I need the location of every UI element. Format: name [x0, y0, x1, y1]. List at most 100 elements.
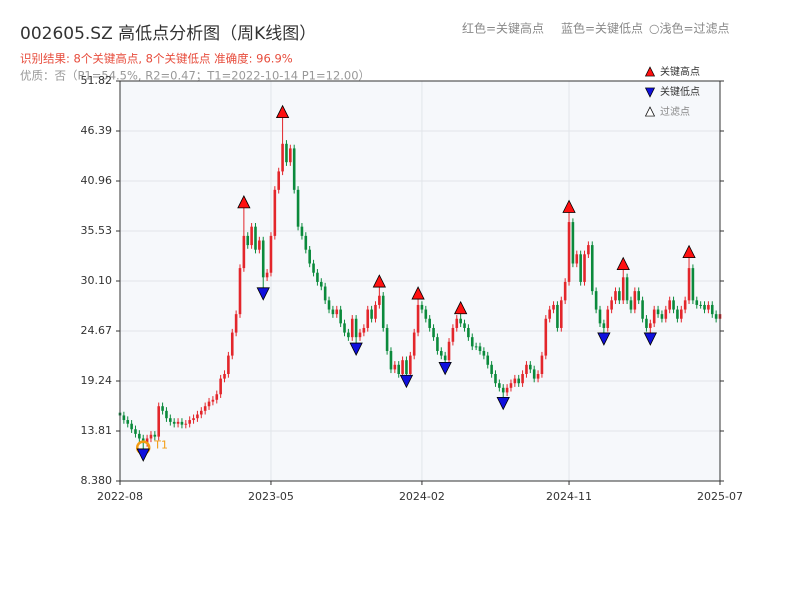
candle-body — [575, 254, 579, 264]
candle-body — [656, 309, 660, 315]
candle-body — [432, 327, 435, 338]
key-high-marker — [562, 199, 576, 213]
candle-body — [227, 355, 230, 375]
color-key: 红色=关键高点 — [462, 21, 544, 36]
candle-body — [157, 406, 161, 437]
candle-body — [289, 148, 292, 163]
candle-body — [459, 318, 462, 324]
candle-body — [138, 433, 141, 439]
legend-label: 过滤点 — [660, 105, 690, 118]
candle-body — [710, 304, 714, 315]
candle-body — [273, 189, 277, 236]
key-high-marker — [237, 194, 251, 209]
candle-body — [707, 304, 710, 310]
candle-body — [439, 350, 443, 356]
candle-body — [312, 263, 315, 273]
x-tick-label: 2025-07 — [697, 490, 743, 503]
plot-frame — [119, 80, 721, 482]
candle-body — [350, 318, 354, 338]
subtitle: 识别结果: 8个关键高点, 8个关键低点 准确度: 96.9% — [20, 52, 293, 66]
y-tick-label: 24.67 — [81, 324, 113, 337]
candle-body — [285, 143, 288, 163]
candle-body — [416, 304, 420, 333]
candle-body — [192, 418, 195, 421]
candle-body — [687, 268, 691, 301]
annotation-label: T1 — [153, 439, 168, 452]
candle-body — [347, 332, 350, 338]
candle-body — [130, 423, 133, 430]
candle-body — [672, 300, 675, 310]
candle-body — [277, 171, 281, 190]
candle-body — [645, 318, 648, 328]
candle-body — [447, 341, 451, 361]
candle-body — [145, 438, 149, 444]
candle-body — [343, 323, 346, 333]
candle-body — [203, 406, 207, 411]
y-tick-label: 30.10 — [81, 274, 113, 287]
candle-body — [478, 346, 482, 351]
candle-body — [637, 291, 641, 301]
candle-body — [509, 383, 513, 388]
color-key: ○浅色=过滤点 — [649, 22, 730, 36]
legend-marker — [644, 66, 656, 77]
candle-body — [296, 189, 300, 227]
candle-body — [153, 434, 157, 437]
candle-body — [223, 374, 226, 379]
candle-body — [374, 304, 377, 319]
candle-body — [339, 309, 342, 324]
candle-body — [618, 291, 621, 301]
candle-body — [188, 420, 191, 424]
candle-body — [525, 364, 528, 375]
candle-body — [482, 350, 486, 356]
candle-body — [467, 327, 470, 338]
key-high-marker — [411, 286, 425, 300]
candle-body — [378, 295, 381, 305]
key-low-marker — [349, 342, 363, 356]
key-high-marker — [275, 104, 290, 119]
legend-label: 关键高点 — [660, 65, 700, 78]
candle-body — [621, 277, 625, 301]
candle-body — [316, 272, 319, 282]
candle-body — [532, 369, 536, 379]
candle-body — [676, 309, 679, 319]
candle-body — [606, 309, 610, 328]
color-key: 蓝色=关键低点 — [561, 22, 643, 36]
candle-body — [691, 268, 695, 301]
legend-label: 关键低点 — [660, 85, 700, 98]
candle-body — [215, 394, 219, 400]
candle-body — [714, 314, 718, 319]
candle-body — [393, 364, 397, 370]
note: 优质：否（P1=54.5%, R2=0.47；T1=2022-10-14 P1=… — [20, 69, 370, 83]
candle-body — [269, 235, 273, 273]
candle-body — [552, 304, 555, 310]
key-high-marker — [453, 300, 468, 315]
candle-body — [335, 309, 339, 315]
candle-body — [513, 378, 517, 384]
candle-body — [610, 300, 613, 310]
candle-body — [428, 318, 431, 328]
candle-body — [544, 318, 548, 356]
candle-body — [490, 364, 493, 375]
candle-body — [486, 355, 490, 365]
candle-body — [134, 429, 137, 434]
candle-body — [602, 323, 606, 328]
candle-body — [614, 291, 617, 301]
candle-body — [563, 281, 567, 301]
candle-body — [494, 374, 497, 384]
candle-body — [366, 309, 370, 328]
candle-body — [300, 226, 304, 236]
candle-body — [501, 387, 505, 393]
candle-body — [629, 300, 633, 310]
candle-body — [261, 240, 265, 278]
y-tick-label: 8.380 — [81, 474, 113, 487]
candle-body — [594, 291, 598, 310]
candle-body — [521, 374, 524, 384]
candle-body — [590, 245, 594, 292]
candle-body — [199, 410, 203, 415]
candle-body — [250, 226, 253, 246]
key-high-marker — [682, 244, 696, 259]
candle-body — [149, 434, 153, 439]
candle-body — [470, 337, 474, 347]
key-low-marker — [256, 287, 270, 301]
